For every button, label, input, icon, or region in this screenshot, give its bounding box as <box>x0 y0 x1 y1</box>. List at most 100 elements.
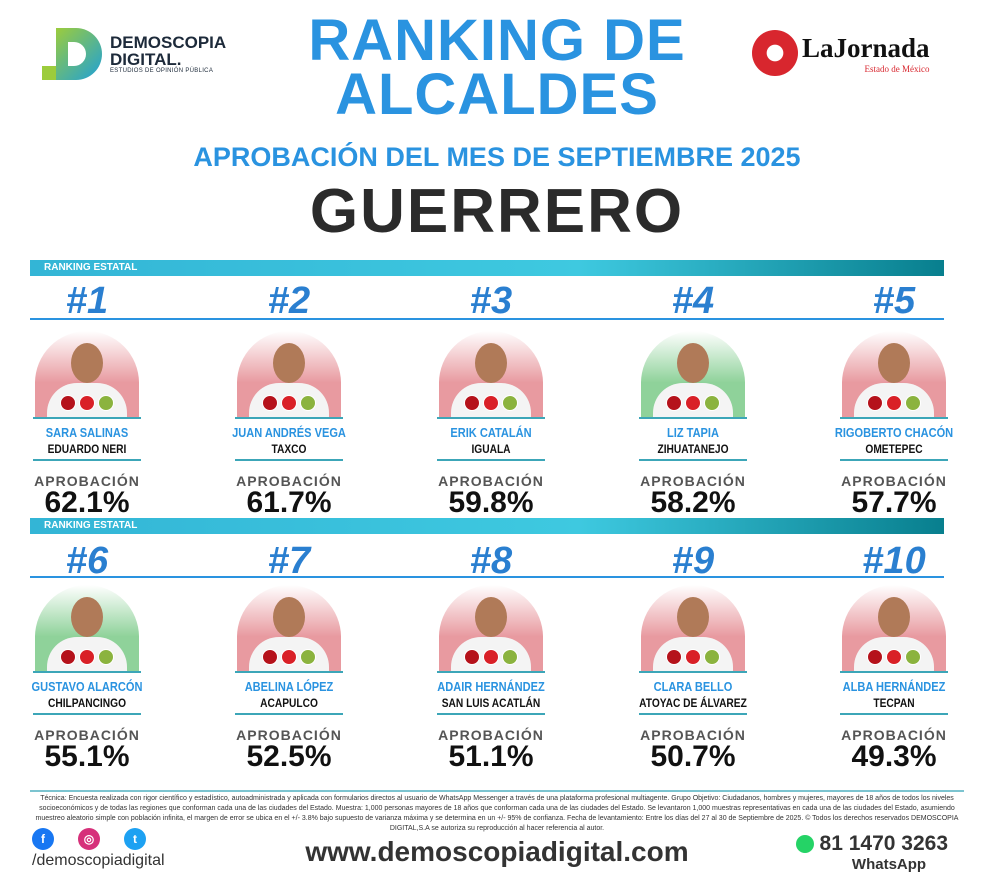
rank-number: #9 <box>671 540 715 582</box>
mayor-card: #10 ALBA HERNÁNDEZ TECPAN APROBACIÓN 49.… <box>794 540 994 773</box>
municipality: SAN LUIS ACATLÁN <box>441 696 541 710</box>
section-bar-1: RANKING ESTATAL <box>30 260 944 276</box>
mayor-photo <box>439 331 543 417</box>
demoscopia-logo: DEMOSCOPIA DIGITAL. ESTUDIOS DE OPINIÓN … <box>42 28 226 80</box>
facebook-icon[interactable]: f <box>32 828 54 850</box>
mayor-photo <box>439 585 543 671</box>
rank-number: #3 <box>469 280 513 322</box>
phone-number: 81 1470 3263 <box>819 832 948 855</box>
municipality: ACAPULCO <box>260 696 318 710</box>
mayor-photo <box>237 331 341 417</box>
approval-value: 51.1% <box>448 740 534 773</box>
mayor-photo <box>641 585 745 671</box>
mayor-name: LIZ TAPIA <box>667 425 719 440</box>
municipality: IGUALA <box>471 442 511 456</box>
approval-label: APROBACIÓN <box>34 727 140 743</box>
approval-value: 49.3% <box>851 740 937 773</box>
mayor-photo <box>842 585 946 671</box>
mayor-name: SARA SALINAS <box>45 425 129 440</box>
rank-number: #8 <box>469 540 513 582</box>
sun-icon <box>752 30 798 76</box>
whatsapp-icon <box>795 835 814 854</box>
approval-label: APROBACIÓN <box>438 473 544 489</box>
mayor-name: RIGOBERTO CHACÓN <box>834 425 954 440</box>
mayor-name: ALBA HERNÁNDEZ <box>842 679 946 694</box>
municipality: TAXCO <box>271 442 307 456</box>
subtitle: APROBACIÓN DEL MES DE SEPTIEMBRE 2025 <box>193 142 801 172</box>
rank-number: #1 <box>65 280 109 322</box>
twitter-icon[interactable]: t <box>124 828 146 850</box>
mayor-photo <box>842 331 946 417</box>
approval-label: APROBACIÓN <box>640 473 746 489</box>
whatsapp-label: WhatsApp <box>851 856 927 873</box>
demoscopia-logo-icon <box>42 28 104 80</box>
title-line-1: RANKING DE <box>308 8 686 73</box>
mayor-name: ERIK CATALÁN <box>450 425 532 440</box>
state-title: GUERRERO <box>309 177 685 246</box>
mayor-card: #9 CLARA BELLO ATOYAC DE ÁLVAREZ APROBAC… <box>593 540 793 773</box>
party-logos <box>439 395 543 411</box>
mayor-photo <box>641 331 745 417</box>
whatsapp-contact: 81 1470 3263 WhatsApp <box>790 832 948 873</box>
brand-name: DEMOSCOPIA <box>110 33 227 52</box>
mayor-photo <box>35 331 139 417</box>
mayor-name: JUAN ANDRÉS VEGA <box>232 425 346 440</box>
divider <box>30 318 944 320</box>
approval-label: APROBACIÓN <box>841 473 947 489</box>
approval-value: 61.7% <box>246 486 332 519</box>
partner-subtitle: Estado de México <box>864 63 930 74</box>
rank-number: #4 <box>671 280 715 322</box>
partner-name: LaJornada <box>802 32 930 63</box>
title-line-2: ALCALDES <box>335 62 659 127</box>
section-bar-2: RANKING ESTATAL <box>30 518 944 534</box>
mayor-card: #5 RIGOBERTO CHACÓN OMETEPEC APROBACIÓN … <box>794 280 994 519</box>
approval-label: APROBACIÓN <box>438 727 544 743</box>
mayor-name: CLARA BELLO <box>653 679 733 694</box>
approval-label: APROBACIÓN <box>841 727 947 743</box>
divider <box>30 576 944 578</box>
approval-value: 59.8% <box>448 486 534 519</box>
municipality: OMETEPEC <box>865 442 923 456</box>
municipality: TECPAN <box>873 696 915 710</box>
mayor-card: #8 ADAIR HERNÁNDEZ SAN LUIS ACATLÁN APRO… <box>391 540 591 773</box>
mayor-photo <box>237 585 341 671</box>
la-jornada-logo: LaJornada Estado de México <box>752 30 930 76</box>
approval-label: APROBACIÓN <box>34 473 140 489</box>
approval-value: 52.5% <box>246 740 332 773</box>
brand-name-2: DIGITAL. <box>110 50 182 69</box>
party-logos <box>35 395 139 411</box>
rank-number: #7 <box>267 540 311 582</box>
mayor-name: GUSTAVO ALARCÓN <box>31 679 143 694</box>
rank-number: #2 <box>267 280 311 322</box>
approval-value: 57.7% <box>851 486 937 519</box>
brand-tagline: ESTUDIOS DE OPINIÓN PÚBLICA <box>110 68 214 74</box>
rank-number: #10 <box>862 540 926 582</box>
mayor-card: #2 JUAN ANDRÉS VEGA TAXCO APROBACIÓN 61.… <box>189 280 389 519</box>
municipality: ATOYAC DE ÁLVAREZ <box>639 696 747 710</box>
approval-label: APROBACIÓN <box>640 727 746 743</box>
approval-value: 55.1% <box>44 740 130 773</box>
mayor-name: ADAIR HERNÁNDEZ <box>437 679 545 694</box>
approval-label: APROBACIÓN <box>236 473 342 489</box>
mayor-card: #1 SARA SALINAS EDUARDO NERI APROBACIÓN … <box>0 280 187 519</box>
party-logos <box>35 649 139 665</box>
mayor-card: #4 LIZ TAPIA ZIHUATANEJO APROBACIÓN 58.2… <box>593 280 793 519</box>
approval-value: 62.1% <box>44 486 130 519</box>
party-logos <box>237 395 341 411</box>
municipality: CHILPANCINGO <box>47 696 127 710</box>
mayor-card: #7 ABELINA LÓPEZ ACAPULCO APROBACIÓN 52.… <box>189 540 389 773</box>
page-title: RANKING DE ALCALDES <box>0 8 994 127</box>
website-link[interactable]: www.demoscopiadigital.com <box>305 836 689 867</box>
instagram-icon[interactable]: ◎ <box>78 828 100 850</box>
party-logos <box>842 395 946 411</box>
party-logos <box>842 649 946 665</box>
approval-value: 58.2% <box>650 486 736 519</box>
party-logos <box>641 649 745 665</box>
social-handle: /demoscopiadigital <box>32 852 165 869</box>
rank-number: #6 <box>65 540 109 582</box>
party-logos <box>237 649 341 665</box>
approval-value: 50.7% <box>650 740 736 773</box>
technical-note: Técnica: Encuesta realizada con rigor ci… <box>30 790 964 834</box>
social-links: f ◎ t <box>32 828 146 850</box>
municipality: ZIHUATANEJO <box>657 442 729 456</box>
